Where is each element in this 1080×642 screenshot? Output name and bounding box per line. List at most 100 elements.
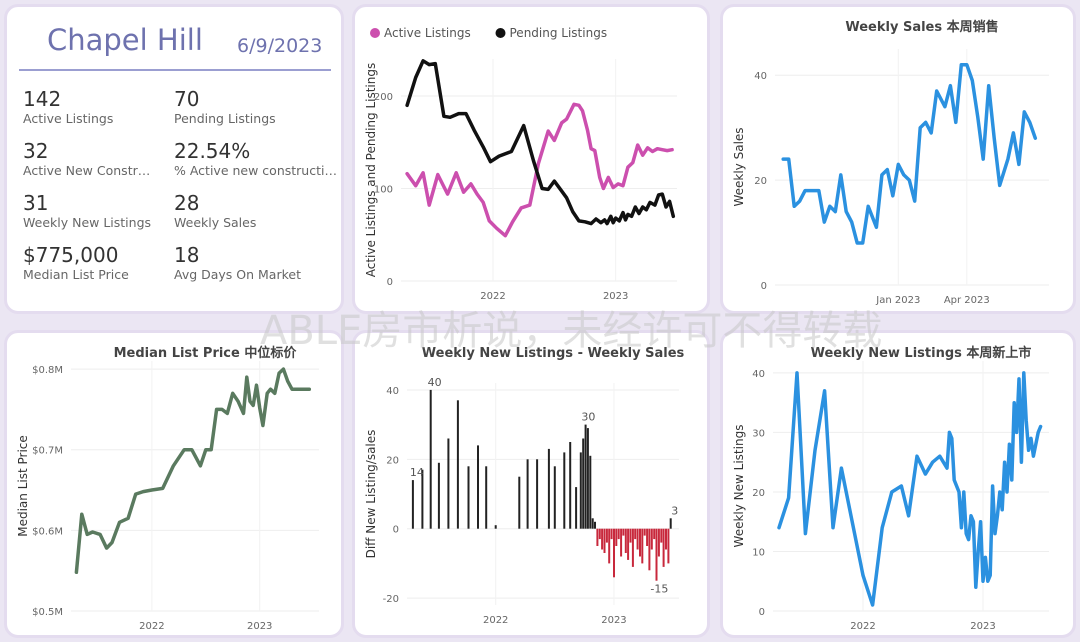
bar xyxy=(467,466,470,529)
kpi-value-pct-new-constructions: 22.54% xyxy=(174,139,251,163)
y-tick-label: 20 xyxy=(386,455,399,466)
bar xyxy=(485,466,488,529)
chart-title: Weekly New Listings 本周新上市 xyxy=(811,345,1032,361)
kpi-label-active-listings: Active Listings xyxy=(23,111,114,126)
bar xyxy=(477,445,479,529)
city-title: Chapel Hill xyxy=(47,23,203,57)
bar xyxy=(662,528,665,567)
bar xyxy=(447,438,450,529)
bar xyxy=(650,528,653,550)
x-tick-label: Jan 2023 xyxy=(875,295,920,306)
kpi-value-avg-days-on-market: 18 xyxy=(174,243,200,267)
data-label: 3 xyxy=(671,504,678,517)
bar xyxy=(634,528,637,540)
bar xyxy=(518,476,521,529)
series-line-1 xyxy=(405,102,674,238)
y-axis-label: Weekly New Listings xyxy=(732,425,746,548)
weekly-sales-chart-panel: 0 20 40 Jan 2023 Apr 2023 Weekly Sales Weekly … xyxy=(720,4,1076,314)
active-pending-chart: 0 100 200 2022 2023 Active Listings and Pendi… xyxy=(364,26,677,302)
y-axis-label: Diff New Listing/sales xyxy=(364,430,378,559)
bar xyxy=(631,528,634,567)
y-tick-label: $0.7M xyxy=(32,446,63,457)
bar xyxy=(620,528,623,557)
bar xyxy=(617,528,620,540)
bar xyxy=(536,459,539,529)
kpi-label-pending-listings: Pending Listings xyxy=(174,111,276,126)
x-tick-label: 2023 xyxy=(247,621,272,632)
y-tick-label: 100 xyxy=(374,185,393,196)
bar xyxy=(622,528,625,536)
weekly-sales-chart: 0 20 40 Jan 2023 Apr 2023 Weekly Sales Weekly … xyxy=(732,19,1049,306)
bar xyxy=(624,528,627,553)
kpi-label-active-new-constructions: Active New Constructions xyxy=(23,163,157,178)
data-label: 40 xyxy=(428,376,442,389)
active-pending-chart-panel: 0 100 200 2022 2023 Active Listings and Pendi… xyxy=(352,4,710,314)
bar xyxy=(629,528,632,543)
y-tick-label: 40 xyxy=(754,71,767,82)
x-tick-label: Apr 2023 xyxy=(944,295,990,306)
median-price-chart: $0.5M $0.6M $0.7M $0.8M 2022 2023 Median List … xyxy=(16,345,319,632)
bar xyxy=(569,442,572,529)
y-tick-label: 20 xyxy=(752,488,765,499)
bar xyxy=(553,466,556,529)
bar xyxy=(646,528,649,546)
bar xyxy=(563,452,566,529)
x-tick-label: 2023 xyxy=(970,621,995,632)
y-tick-label: 40 xyxy=(752,369,765,380)
kpi-label-avg-days-on-market: Avg Days On Market xyxy=(174,267,301,282)
y-tick-label: 20 xyxy=(754,176,767,187)
kpi-value-active-listings: 142 xyxy=(23,87,62,111)
x-tick-label: 2022 xyxy=(480,291,505,302)
chart-title: Median List Price 中位标价 xyxy=(114,345,298,361)
y-tick-label: $0.5M xyxy=(32,607,63,618)
kpi-label-weekly-new-listings: Weekly New Listings xyxy=(23,215,152,230)
report-date: 6/9/2023 xyxy=(237,35,323,57)
y-tick-label: 0 xyxy=(761,281,767,292)
bar xyxy=(603,528,606,553)
x-tick-label: 2022 xyxy=(139,621,164,632)
kpi-label-weekly-sales: Weekly Sales xyxy=(174,215,257,230)
kpi-label-pct-new-constructions: % Active new constructions xyxy=(174,163,339,178)
bar xyxy=(648,528,651,571)
kpi-value-median-list-price: $775,000 xyxy=(23,243,119,267)
bar xyxy=(596,528,599,546)
bar xyxy=(579,452,582,529)
kpi-card: Chapel Hill 6/9/2023 142 Active Listings… xyxy=(4,4,344,314)
bar xyxy=(653,528,656,540)
y-tick-label: 0 xyxy=(393,525,399,536)
bar xyxy=(437,462,440,529)
bar xyxy=(584,424,587,529)
x-tick-label: 2023 xyxy=(603,291,628,302)
title-divider xyxy=(19,69,331,71)
y-tick-label: 30 xyxy=(752,428,765,439)
y-axis-label: Active Listings and Pending Listings xyxy=(364,63,378,278)
bar xyxy=(641,528,644,564)
data-label: -15 xyxy=(650,583,668,596)
series-line-1 xyxy=(74,367,312,575)
bar xyxy=(655,528,658,581)
legend-label-1: Active Listings xyxy=(384,26,471,40)
kpi-value-pending-listings: 70 xyxy=(174,87,200,111)
y-tick-label: $0.6M xyxy=(32,526,63,537)
bar xyxy=(660,528,663,543)
series-line-1 xyxy=(777,371,1043,607)
y-axis-label: Weekly Sales xyxy=(732,127,746,206)
bar xyxy=(665,528,667,550)
bar xyxy=(598,528,601,540)
weekly-new-listings-chart: 0 10 20 30 40 2022 2023 Weekly New Listings Week… xyxy=(732,345,1049,632)
bar xyxy=(627,528,630,560)
bar xyxy=(526,459,529,529)
bar xyxy=(667,528,670,564)
y-tick-label: $0.8M xyxy=(32,365,63,376)
bar xyxy=(608,528,611,564)
bar xyxy=(582,438,585,529)
y-axis-label: Median List Price xyxy=(16,435,30,537)
legend-label-2: Pending Listings xyxy=(510,26,608,40)
kpi-value-weekly-sales: 28 xyxy=(174,191,200,215)
y-tick-label: 40 xyxy=(386,386,399,397)
kpi-value-active-new-constructions: 32 xyxy=(23,139,49,163)
bar xyxy=(547,448,550,529)
bar xyxy=(643,528,646,536)
bar xyxy=(605,528,608,543)
bar xyxy=(636,528,639,550)
